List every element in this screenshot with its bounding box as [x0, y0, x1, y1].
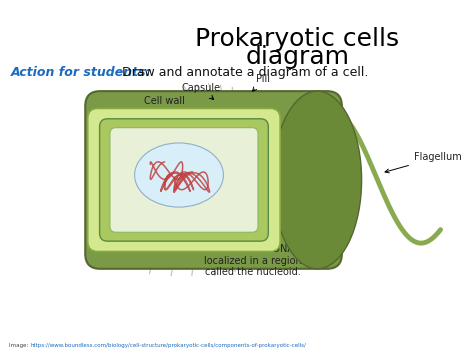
Text: Prokaryotic cells: Prokaryotic cells: [195, 27, 400, 51]
Text: Pili: Pili: [253, 74, 270, 91]
Text: Image:: Image:: [9, 343, 30, 348]
Text: Cell wall: Cell wall: [144, 96, 185, 115]
Ellipse shape: [135, 143, 223, 207]
Text: Chromosomal DNA is
localized in a region
called the nucleoid.: Chromosomal DNA is localized in a region…: [201, 244, 304, 277]
FancyBboxPatch shape: [88, 108, 280, 251]
FancyBboxPatch shape: [110, 128, 258, 232]
Text: Ribosome: Ribosome: [94, 208, 151, 229]
Text: Action for students:: Action for students:: [11, 66, 152, 80]
Text: diagram: diagram: [246, 45, 349, 69]
Ellipse shape: [273, 91, 362, 269]
FancyBboxPatch shape: [100, 119, 268, 241]
Text: Flagellum: Flagellum: [385, 152, 462, 173]
Text: Capsule: Capsule: [181, 83, 220, 99]
Text: Cell
membrane: Cell membrane: [91, 117, 158, 138]
Text: https://www.boundless.com/biology/cell-structure/prokaryotic-cells/components-of: https://www.boundless.com/biology/cell-s…: [31, 343, 307, 348]
Text: Draw and annotate a diagram of a cell.: Draw and annotate a diagram of a cell.: [118, 66, 368, 80]
FancyBboxPatch shape: [85, 91, 342, 269]
